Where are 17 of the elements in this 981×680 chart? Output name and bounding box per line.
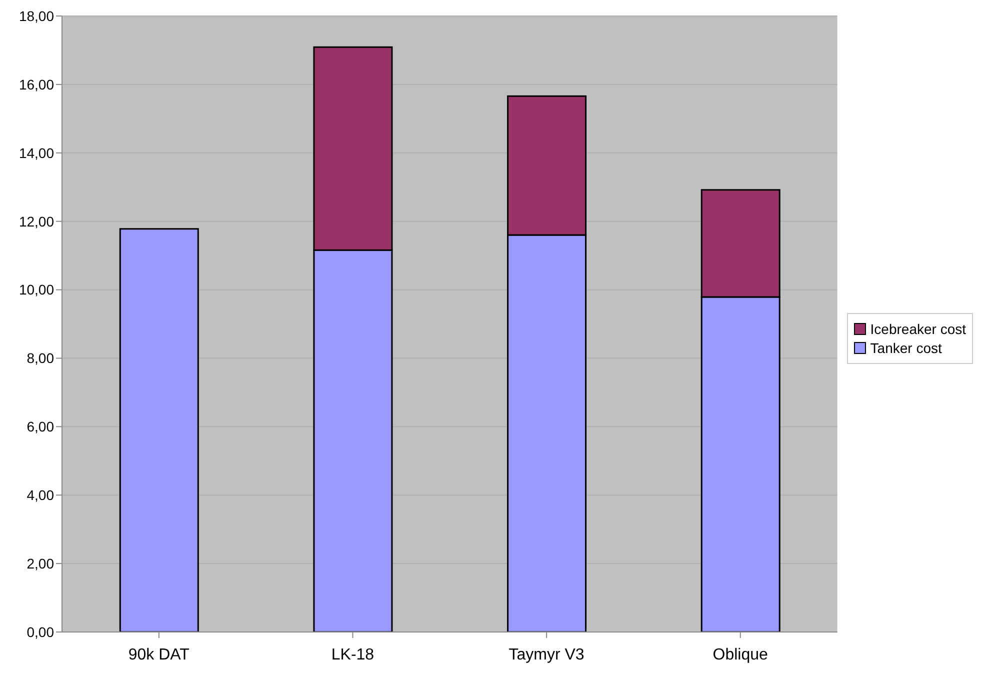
x-tick-label: 90k DAT: [128, 646, 190, 664]
x-tick-label: Oblique: [712, 646, 768, 664]
y-tick-label: 6,00: [26, 418, 54, 435]
x-tick-label: Taymyr V3: [508, 646, 584, 664]
y-tick-label: 0,00: [26, 624, 54, 640]
y-tick-label: 8,00: [26, 350, 54, 366]
bar: [119, 228, 199, 632]
x-tick-label: LK-18: [331, 646, 374, 664]
y-tick-label: 12,00: [18, 213, 54, 230]
y-tick-label: 2,00: [26, 556, 54, 572]
y-tick-label: 18,00: [18, 8, 54, 24]
y-tick-label: 16,00: [18, 76, 54, 92]
legend-label: Icebreaker cost: [870, 320, 966, 336]
y-tick-label: 4,00: [26, 487, 54, 504]
legend-label: Tanker cost: [870, 340, 942, 356]
y-tick-label: 14,00: [18, 144, 54, 161]
y-tick-label: 10,00: [18, 282, 54, 298]
